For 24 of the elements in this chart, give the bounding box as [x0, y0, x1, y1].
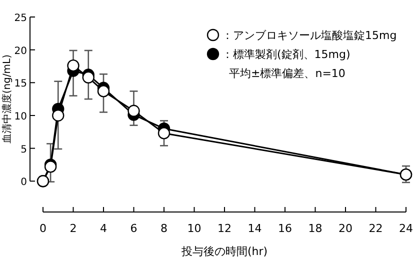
y-tick-label: 0 [20, 177, 27, 188]
legend-label: ：アンブロキソール塩酸塩錠15mg [222, 29, 397, 42]
x-tick-label: 14 [248, 222, 262, 235]
x-tick-label: 12 [218, 222, 232, 235]
y-tick-label: 10 [14, 111, 27, 122]
x-tick-label: 22 [368, 222, 383, 235]
y-tick-label: 5 [20, 144, 27, 156]
x-tick-label: 6 [130, 222, 138, 235]
y-axis-title: 血清中濃度(ng/mL) [1, 54, 13, 144]
y-tick-label: 15 [14, 78, 27, 90]
x-tick-label: 10 [187, 222, 202, 235]
annotation: 平均±標準偏差、n=10 [229, 67, 346, 80]
x-tick-label: 0 [40, 222, 46, 235]
y-tick-label: 20 [14, 46, 27, 57]
x-tick-label: 24 [399, 222, 413, 235]
x-tick-label: 2 [70, 222, 77, 235]
x-tick-label: 20 [338, 222, 352, 235]
legend-label: ：標準製剤(錠剤、15mg) [222, 48, 350, 61]
x-tick-label: 18 [308, 222, 322, 235]
x-tick-label: 16 [278, 222, 292, 235]
x-axis-title: 投与後の時間(hr) [180, 245, 268, 258]
x-tick-label: 4 [100, 222, 107, 235]
x-tick-label: 8 [160, 222, 168, 235]
y-tick-label: 25 [14, 13, 27, 24]
